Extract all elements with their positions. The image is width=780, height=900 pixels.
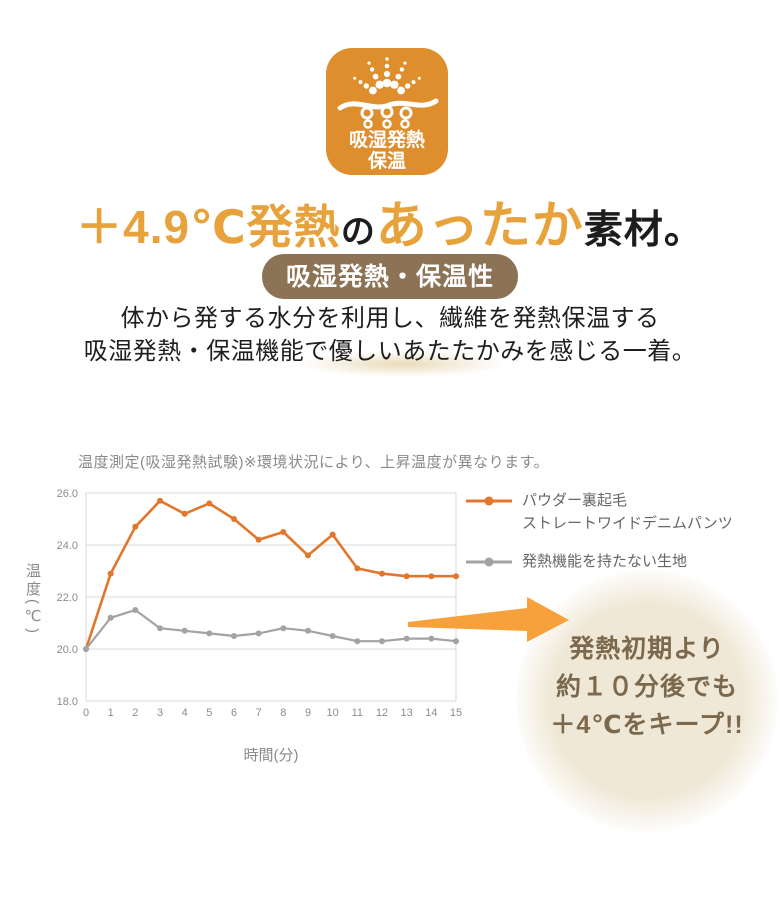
headline-sozai: 素材。 bbox=[583, 209, 704, 252]
legend-label-series1: パウダー裏起毛 ストレートワイドデニムパンツ bbox=[522, 492, 733, 532]
svg-text:15: 15 bbox=[450, 707, 462, 719]
legend-swatch-gray-icon bbox=[466, 557, 512, 567]
callout-line3: ＋4℃をキープ!! bbox=[550, 711, 744, 739]
svg-text:1: 1 bbox=[108, 707, 114, 719]
callout-line2: 約１０分後でも bbox=[555, 673, 738, 701]
svg-text:3: 3 bbox=[157, 707, 163, 719]
pill-wrap: 吸湿発熱・保温性 bbox=[0, 254, 780, 299]
svg-text:26.0: 26.0 bbox=[57, 488, 78, 500]
svg-text:13: 13 bbox=[401, 707, 413, 719]
legend-item-series2: 発熱機能を持たない生地 bbox=[466, 550, 733, 573]
svg-text:10: 10 bbox=[327, 707, 339, 719]
svg-text:8: 8 bbox=[280, 707, 286, 719]
description-line1: 体から発する水分を利用し、繊維を発熱保温する bbox=[120, 305, 660, 332]
arrow-icon bbox=[408, 597, 569, 642]
svg-text:20.0: 20.0 bbox=[57, 644, 78, 656]
feature-pill: 吸湿発熱・保温性 bbox=[261, 254, 518, 299]
headline-no: の bbox=[340, 213, 376, 251]
headline-attaka: あったか bbox=[375, 197, 584, 254]
chart-title: 温度測定(吸湿発熱試験)※環境状況により、上昇温度が異なります。 bbox=[78, 454, 550, 471]
svg-text:24.0: 24.0 bbox=[57, 540, 78, 552]
svg-text:12: 12 bbox=[376, 707, 388, 719]
svg-text:4: 4 bbox=[182, 707, 188, 719]
svg-text:0: 0 bbox=[83, 707, 89, 719]
text-highlight bbox=[296, 351, 508, 377]
svg-text:6: 6 bbox=[231, 707, 237, 719]
callout-line1: 発熱初期より bbox=[569, 635, 725, 663]
temperature-line-chart: 18.020.022.024.026.00 1 2 3 4 5 6 7 8 9 10 11 12 13 14… bbox=[57, 488, 463, 719]
svg-text:11: 11 bbox=[352, 707, 363, 719]
chart-legend: パウダー裏起毛 ストレートワイドデニムパンツ 発熱機能を持たない生地 bbox=[466, 489, 733, 588]
description: 体から発する水分を利用し、繊維を発熱保温する 吸湿発熱・保温機能で優しいあたたか… bbox=[0, 302, 780, 368]
chart-x-axis-label: 時間(分) bbox=[243, 747, 299, 764]
legend-label-series2: 発熱機能を持たない生地 bbox=[522, 553, 688, 570]
page-title: ＋4.9℃発熱のあったか素材。 bbox=[0, 184, 780, 258]
description-line2: 吸湿発熱・保温機能で優しいあたたかみを感じる一着。 bbox=[83, 338, 697, 365]
callout-circle bbox=[516, 570, 778, 832]
chart-y-axis-label: 温度(℃) bbox=[24, 563, 41, 636]
callout-text: 発熱初期より 約１０分後でも ＋4℃をキープ!! bbox=[518, 630, 776, 744]
heat-moisture-icon bbox=[337, 57, 439, 129]
legend-swatch-orange-icon bbox=[466, 496, 512, 506]
svg-text:2: 2 bbox=[132, 707, 138, 719]
svg-text:18.0: 18.0 bbox=[57, 696, 78, 708]
svg-text:5: 5 bbox=[206, 707, 212, 719]
headline-temp: ＋4.9℃発熱 bbox=[76, 201, 341, 253]
svg-text:22.0: 22.0 bbox=[57, 592, 78, 604]
badge-label-line2: 保温 bbox=[367, 151, 406, 172]
svg-text:9: 9 bbox=[305, 707, 311, 719]
badge-label-line1: 吸湿発熱 bbox=[348, 130, 425, 151]
legend-item-series1: パウダー裏起毛 ストレートワイドデニムパンツ bbox=[466, 489, 733, 535]
heat-badge: 吸湿発熱 保温 bbox=[326, 48, 448, 175]
svg-text:14: 14 bbox=[425, 707, 437, 719]
svg-text:7: 7 bbox=[256, 707, 262, 719]
